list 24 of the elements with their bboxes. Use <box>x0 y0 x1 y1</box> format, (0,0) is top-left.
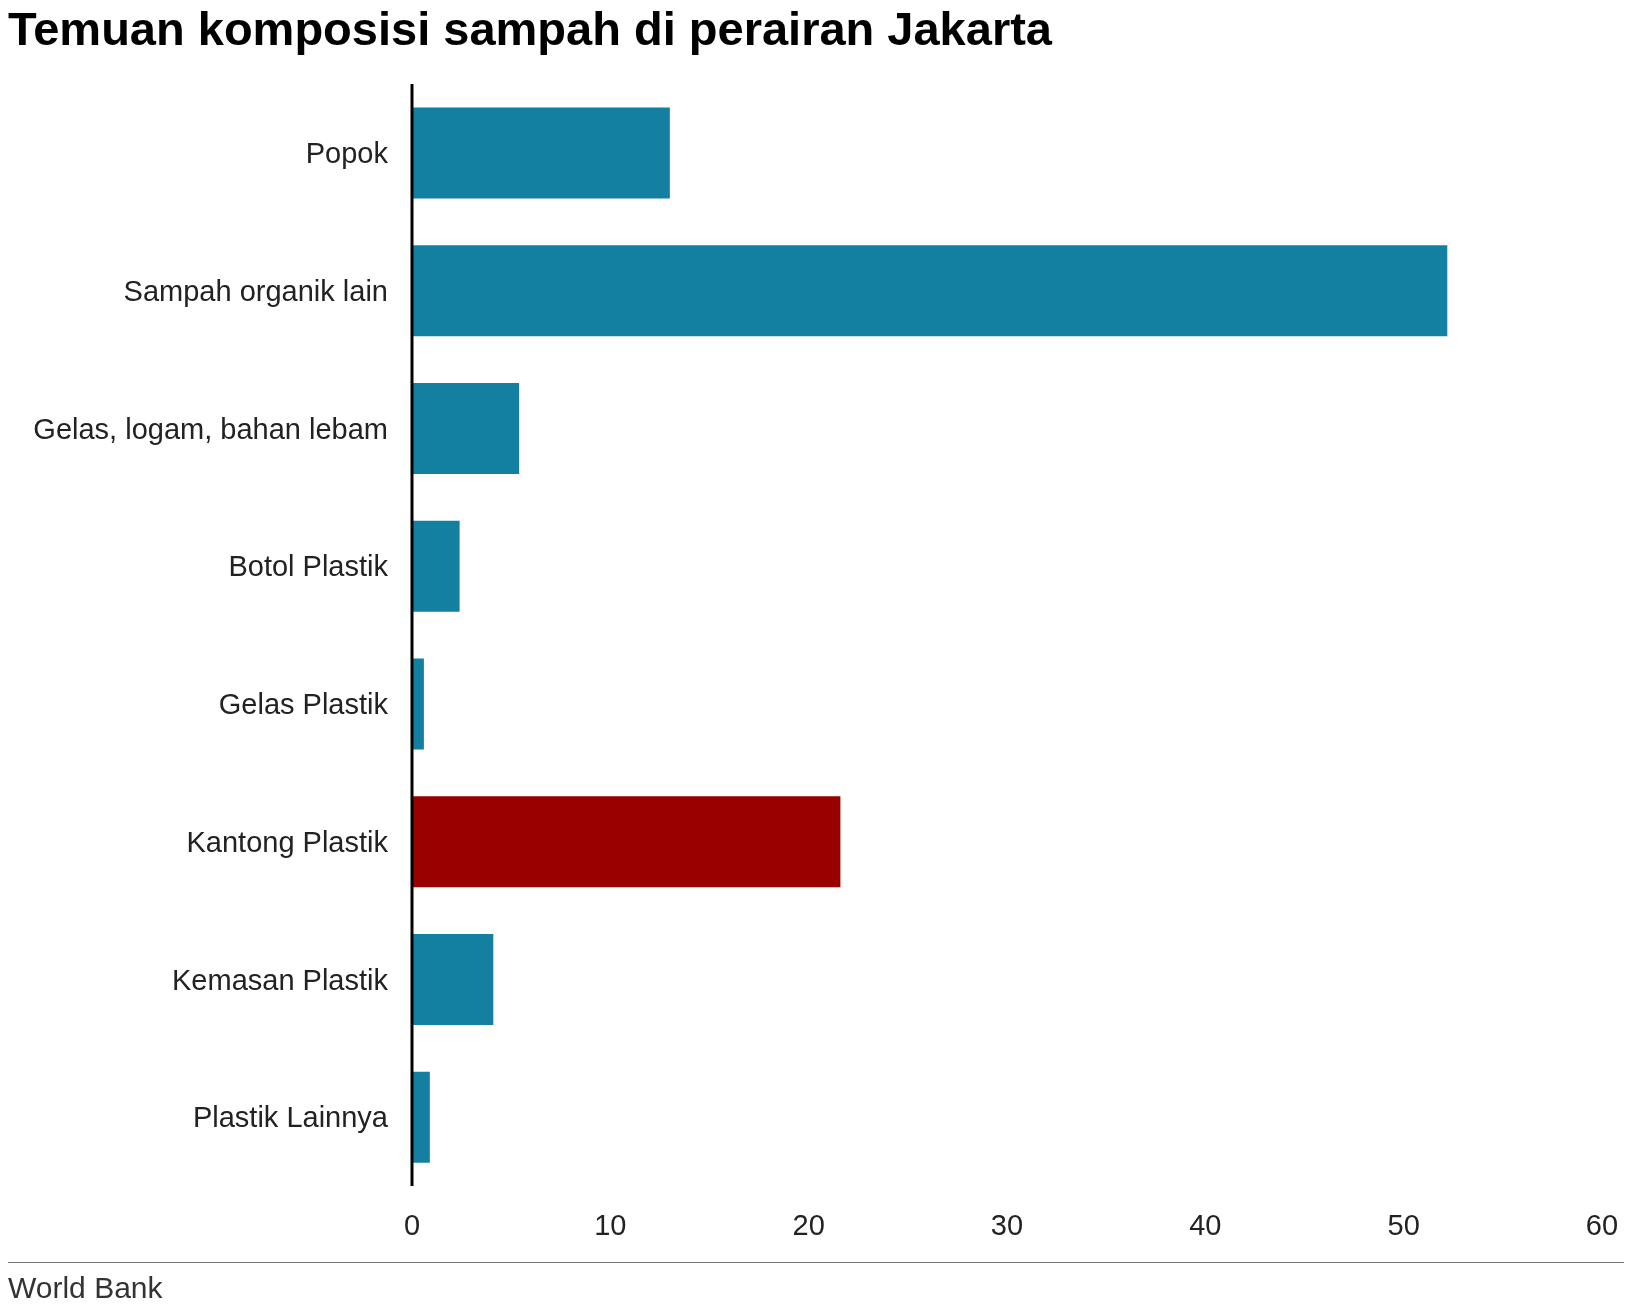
y-tick-label: Plastik Lainnya <box>192 1101 389 1134</box>
x-tick-label: 60 <box>1585 1208 1619 1241</box>
chart-title: Temuan komposisi sampah di perairan Jakarta <box>8 2 1054 56</box>
x-tick-label: 50 <box>1387 1208 1420 1241</box>
bar <box>412 1071 430 1163</box>
text: World Bank <box>8 1271 163 1304</box>
x-tick-label: 30 <box>990 1208 1024 1241</box>
bar <box>412 107 670 199</box>
x-tick-label: 40 <box>1189 1208 1222 1241</box>
x-tick-label: 0 <box>403 1208 421 1241</box>
bar <box>412 796 841 888</box>
y-tick-label: Gelas, logam, bahan lebam <box>33 412 388 445</box>
x-tick-label: 10 <box>594 1208 627 1241</box>
bar <box>412 245 1448 337</box>
bar <box>412 520 460 612</box>
y-tick-label: Kantong Plastik <box>186 825 389 858</box>
y-tick-label: Popok <box>305 137 389 170</box>
x-tick-label: 20 <box>792 1208 825 1241</box>
bar <box>412 382 520 474</box>
y-tick-label: Botol Plastik <box>228 550 389 583</box>
y-tick-label: Kemasan Plastik <box>172 963 389 996</box>
y-tick-label: Gelas Plastik <box>218 688 389 721</box>
y-tick-label: Sampah organik lain <box>123 274 388 307</box>
bar <box>412 933 494 1025</box>
